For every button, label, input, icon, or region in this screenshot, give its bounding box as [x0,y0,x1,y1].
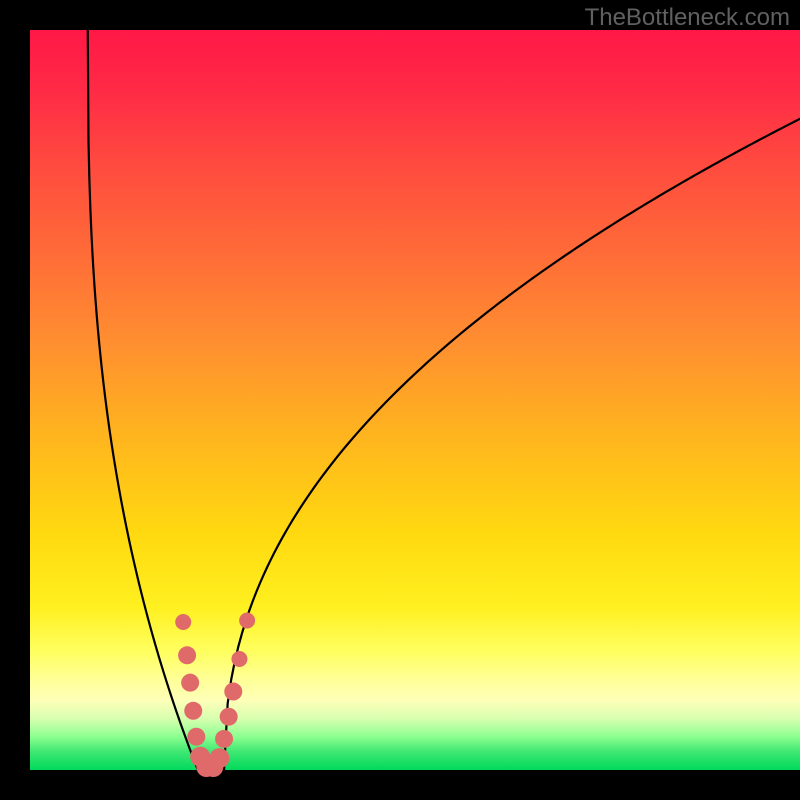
data-marker [187,728,205,746]
watermark-text: TheBottleneck.com [585,4,790,32]
plot-svg [0,0,800,800]
data-marker [215,730,233,748]
data-marker [175,614,191,630]
chart-stage: TheBottleneck.com [0,0,800,800]
data-marker [231,651,247,667]
data-marker [209,748,229,768]
data-marker [224,683,242,701]
data-marker [178,646,196,664]
data-marker [181,674,199,692]
data-marker [239,613,255,629]
data-marker [184,702,202,720]
marker-group [175,613,255,778]
data-marker [220,708,238,726]
